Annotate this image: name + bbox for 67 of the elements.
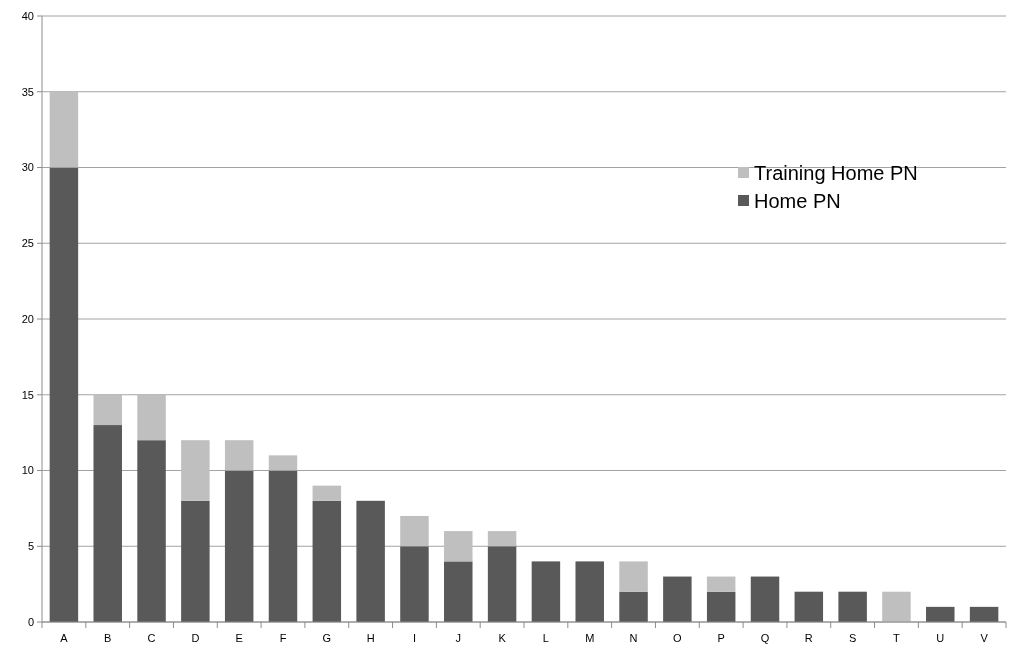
x-tick-label: C — [147, 632, 156, 644]
y-tick-label: 5 — [27, 540, 34, 553]
bar — [838, 591, 867, 622]
y-tick-label: 30 — [21, 161, 34, 174]
bar — [531, 561, 561, 622]
bar — [49, 91, 79, 168]
y-tick-label: 15 — [21, 388, 34, 401]
x-tick-label: O — [673, 632, 683, 644]
x-tick-label: J — [455, 632, 462, 644]
bar — [444, 561, 473, 622]
bar — [49, 167, 79, 622]
bar — [750, 576, 780, 622]
x-tick-label: U — [936, 632, 945, 644]
x-tick-label: P — [717, 632, 725, 644]
x-tick-label: B — [104, 632, 112, 644]
bar — [663, 576, 692, 622]
y-tick-label: 10 — [21, 464, 34, 477]
bar — [312, 500, 342, 622]
x-tick-label: E — [235, 632, 243, 644]
x-tick-label: N — [629, 632, 638, 644]
bar — [400, 515, 429, 547]
y-tick-label: 40 — [21, 9, 34, 22]
bar — [400, 546, 429, 622]
y-tick-label: 20 — [21, 312, 34, 325]
x-tick-label: V — [980, 632, 989, 644]
x-tick-label: F — [279, 632, 287, 644]
bar — [969, 606, 999, 622]
legend-label: Training Home PN — [754, 162, 918, 184]
x-tick-label: R — [804, 632, 813, 644]
bar — [268, 470, 298, 622]
x-tick-label: M — [585, 632, 595, 644]
bar — [181, 440, 210, 501]
x-tick-label: S — [848, 632, 857, 644]
x-tick-label: G — [322, 632, 332, 644]
x-tick-label: Q — [760, 632, 770, 644]
bar — [619, 591, 648, 622]
bar — [882, 591, 911, 622]
bar — [137, 394, 166, 441]
bar — [619, 561, 648, 592]
bar — [224, 470, 254, 622]
bar — [356, 500, 385, 622]
bar — [575, 561, 604, 622]
x-tick-label: L — [542, 632, 549, 644]
bar — [268, 455, 298, 471]
bar — [487, 531, 517, 547]
bar — [93, 425, 122, 622]
x-tick-label: D — [191, 632, 200, 644]
y-tick-label: 35 — [21, 85, 34, 98]
bar — [487, 546, 517, 622]
bar — [224, 440, 254, 471]
x-tick-label: K — [498, 632, 507, 644]
bar — [794, 591, 824, 622]
x-tick-label: A — [60, 632, 69, 644]
x-tick-label: H — [366, 632, 375, 644]
x-tick-label: T — [893, 632, 901, 644]
y-tick-label: 0 — [27, 615, 34, 628]
bar — [706, 591, 736, 622]
bar — [312, 485, 342, 501]
bar — [137, 440, 166, 622]
x-tick-label: I — [412, 632, 416, 644]
bar — [706, 576, 736, 592]
bar — [926, 606, 955, 622]
bar — [93, 394, 122, 426]
bar — [181, 500, 210, 622]
bar — [444, 531, 473, 562]
y-tick-label: 25 — [21, 237, 34, 250]
legend-label: Home PN — [754, 190, 841, 212]
